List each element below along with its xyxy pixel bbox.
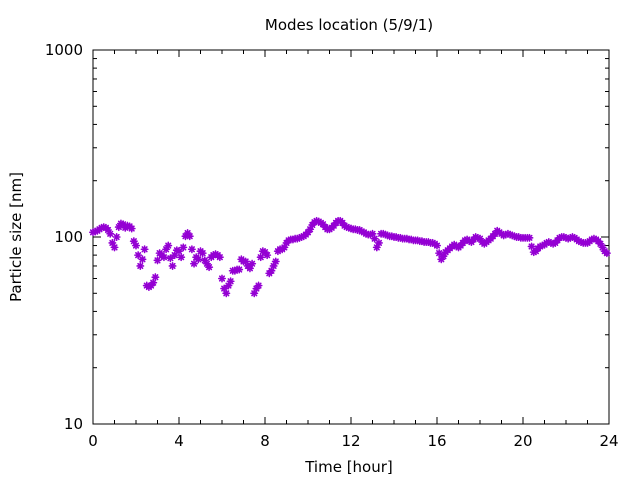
data-point	[187, 245, 196, 254]
data-point	[149, 278, 158, 287]
chart-title: Modes location (5/9/1)	[265, 16, 433, 34]
plot-frame	[92, 49, 610, 425]
data-point	[602, 249, 611, 258]
data-point	[432, 241, 442, 250]
x-tick-label: 24	[599, 432, 618, 450]
data-point	[132, 241, 140, 250]
data-point	[215, 253, 224, 262]
axis-tick-labels: 0 4 8 12 16 20 24 10 100 1000	[45, 41, 619, 450]
data-point	[527, 242, 536, 251]
x-tick-label: 16	[427, 432, 446, 450]
data-point	[235, 265, 244, 274]
x-tick-label: 4	[174, 432, 184, 450]
data-point	[140, 245, 149, 254]
data-point	[256, 253, 265, 262]
data-point	[198, 249, 207, 258]
data-point	[164, 241, 173, 250]
data-point	[138, 255, 147, 264]
data-point	[218, 274, 226, 283]
data-point	[254, 281, 263, 290]
data-point	[205, 263, 214, 272]
data-point	[159, 253, 168, 262]
data-point	[136, 261, 145, 270]
x-tick-label: 8	[260, 432, 270, 450]
x-tick-label: 0	[88, 432, 98, 450]
data-point	[271, 257, 280, 266]
data-points	[89, 216, 611, 298]
data-point	[153, 256, 162, 265]
data-point	[110, 243, 119, 252]
data-point	[374, 238, 383, 247]
data-point	[168, 261, 177, 270]
data-point	[112, 233, 121, 241]
data-point	[226, 277, 235, 286]
y-tick-label: 10	[64, 415, 83, 433]
data-point	[222, 289, 231, 298]
data-point	[248, 259, 257, 268]
data-point	[177, 253, 186, 262]
y-tick-label: 100	[54, 228, 83, 246]
data-point	[245, 264, 254, 273]
data-point	[106, 229, 115, 238]
x-axis-label: Time [hour]	[304, 458, 393, 476]
x-tick-label: 12	[341, 432, 360, 450]
data-point	[179, 243, 188, 252]
data-point	[166, 254, 175, 263]
x-tick-label: 20	[513, 432, 532, 450]
data-point	[194, 255, 203, 264]
y-axis-label: Particle size [nm]	[7, 172, 25, 302]
y-tick-label: 1000	[45, 41, 83, 59]
data-point	[127, 224, 136, 233]
data-point	[263, 251, 272, 260]
axis-ticks	[92, 49, 610, 425]
data-point	[525, 233, 534, 242]
data-point	[185, 232, 194, 241]
data-point	[151, 273, 160, 282]
data-point	[190, 259, 199, 268]
